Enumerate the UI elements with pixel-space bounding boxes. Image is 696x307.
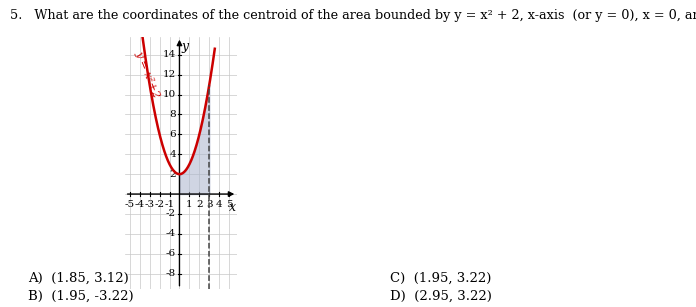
Text: -6: -6 (166, 249, 176, 258)
Text: B)  (1.95, -3.22): B) (1.95, -3.22) (28, 290, 134, 303)
Text: 1: 1 (186, 200, 193, 208)
Text: x: x (229, 201, 236, 214)
Text: 8: 8 (169, 110, 176, 119)
Text: -8: -8 (166, 269, 176, 278)
Text: -2: -2 (155, 200, 165, 208)
Text: 5.   What are the coordinates of the centroid of the area bounded by y = x² + 2,: 5. What are the coordinates of the centr… (10, 9, 696, 22)
Text: A)  (1.85, 3.12): A) (1.85, 3.12) (28, 272, 129, 285)
Text: 10: 10 (163, 90, 176, 99)
Text: 5: 5 (226, 200, 232, 208)
Text: -5: -5 (125, 200, 135, 208)
Text: C)  (1.95, 3.22): C) (1.95, 3.22) (390, 272, 491, 285)
Text: -3: -3 (145, 200, 155, 208)
Text: -4: -4 (166, 229, 176, 238)
Text: D)  (2.95, 3.22): D) (2.95, 3.22) (390, 290, 491, 303)
Text: 14: 14 (163, 50, 176, 59)
Text: 12: 12 (163, 70, 176, 79)
Text: 4: 4 (169, 150, 176, 159)
Text: 2: 2 (169, 170, 176, 179)
Text: y = x²+2: y = x²+2 (134, 50, 161, 100)
Text: y: y (182, 40, 189, 53)
Text: -1: -1 (164, 200, 175, 208)
Text: 3: 3 (206, 200, 213, 208)
Text: 4: 4 (216, 200, 223, 208)
Text: 2: 2 (196, 200, 203, 208)
Text: 6: 6 (169, 130, 176, 139)
Text: -2: -2 (166, 209, 176, 219)
Text: -4: -4 (134, 200, 145, 208)
